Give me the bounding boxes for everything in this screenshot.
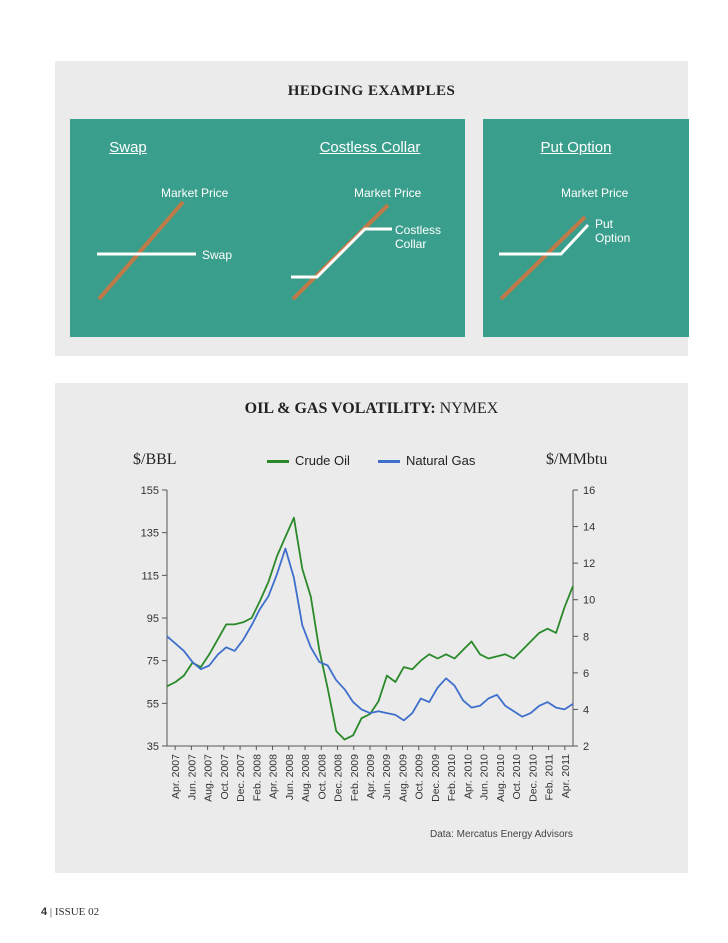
x-tick-label: Aug. 2009 [397, 754, 409, 802]
legend-crude: Crude Oil [267, 453, 350, 468]
legend-gas: Natural Gas [378, 453, 475, 468]
x-tick-label: Apr. 2011 [560, 754, 572, 798]
x-tick-label: Dec. 2009 [430, 754, 442, 802]
x-tick-label: Feb. 2008 [251, 754, 263, 801]
right-tick-label: 14 [583, 522, 595, 534]
collar-title: Costless Collar [319, 139, 421, 156]
left-tick-label: 135 [141, 528, 159, 540]
x-tick-label: Dec. 2010 [527, 754, 539, 802]
hedging-title: HEDGING EXAMPLES [287, 83, 456, 99]
swap-market-label: Market Price [161, 186, 229, 200]
chart-title: OIL & GAS VOLATILITY: [244, 400, 436, 417]
swap-box: Swap Market Price Swap [70, 119, 276, 337]
right-tick-label: 6 [583, 668, 589, 680]
right-tick-label: 10 [583, 595, 595, 607]
right-tick-label: 12 [583, 558, 595, 570]
natural-gas-line [166, 547, 574, 722]
collar-box: Costless Collar Market Price Costless Co… [275, 119, 465, 337]
page-number: 4 [41, 906, 48, 918]
x-tick-label: Dec. 2007 [235, 754, 247, 802]
x-tick-label: Jun. 2007 [186, 754, 198, 800]
legend-gas-swatch [378, 460, 400, 464]
right-axis-unit: $/MMbtu [546, 451, 608, 468]
legend-crude-label: Crude Oil [295, 453, 350, 468]
x-tick-label: Apr. 2010 [462, 754, 474, 799]
right-tick-label: 2 [583, 741, 589, 753]
put-market-line [499, 215, 587, 301]
swap-diagram [97, 200, 196, 301]
put-box: Put Option Market Price Put Option [483, 119, 689, 337]
x-tick-label: Feb. 2011 [544, 754, 556, 801]
x-tick-label: Feb. 2010 [446, 754, 458, 801]
x-tick-label: Oct. 2010 [511, 754, 523, 800]
collar-market-label: Market Price [354, 186, 422, 200]
chart-subtitle: NYMEX [439, 400, 499, 417]
left-tick-label: 35 [147, 741, 159, 753]
left-tick-label: 55 [147, 698, 159, 710]
crude-oil-line [166, 516, 574, 741]
collar-instrument-label: Costless Collar [395, 223, 442, 251]
put-instrument-line [499, 223, 590, 256]
swap-market-line [97, 200, 185, 301]
x-tick-label: Apr. 2009 [365, 754, 377, 799]
x-tick-label: Jun. 2010 [479, 754, 491, 800]
chart-source: Data: Mercatus Energy Advisors [430, 829, 573, 840]
x-tick-label: Jun. 2009 [381, 754, 393, 800]
left-tick-label: 115 [141, 570, 159, 582]
x-tick-label: Aug. 2008 [300, 754, 312, 802]
page-footer: 4 | ISSUE 02 [41, 906, 100, 918]
left-tick-label: 95 [147, 613, 159, 625]
x-tick-label: Oct. 2007 [219, 754, 231, 800]
collar-instrument-line [291, 227, 392, 279]
put-market-label: Market Price [561, 186, 629, 200]
x-tick-label: Jun. 2008 [284, 754, 296, 800]
collar-diagram [291, 203, 392, 301]
issue-label: ISSUE 02 [54, 906, 100, 918]
right-tick-label: 16 [583, 485, 595, 497]
put-title: Put Option [540, 139, 612, 156]
left-axis-unit: $/BBL [133, 451, 177, 468]
swap-title: Swap [109, 139, 147, 156]
right-tick-label: 4 [583, 704, 589, 716]
left-tick-label: 155 [141, 485, 159, 497]
legend-crude-swatch [267, 460, 289, 464]
left-tick-label: 75 [147, 656, 159, 668]
x-tick-label: Dec. 2008 [333, 754, 345, 802]
volatility-panel: OIL & GAS VOLATILITY: NYMEX [55, 383, 688, 873]
legend-gas-label: Natural Gas [406, 453, 476, 468]
x-tick-label: Aug. 2007 [203, 754, 215, 802]
swap-instrument-label: Swap [202, 248, 233, 262]
chart-title-row: OIL & GAS VOLATILITY: NYMEX [55, 400, 688, 418]
right-tick-label: 8 [583, 631, 589, 643]
x-tick-label: Apr. 2007 [170, 754, 182, 799]
x-tick-label: Aug. 2010 [495, 754, 507, 802]
x-tick-label: Oct. 2009 [414, 754, 426, 800]
put-instrument-label: Put Option [595, 217, 631, 245]
x-tick-label: Oct. 2008 [316, 754, 328, 800]
put-diagram [499, 215, 590, 301]
x-tick-label: Feb. 2009 [349, 754, 361, 801]
x-tick-label: Apr. 2008 [268, 754, 280, 799]
